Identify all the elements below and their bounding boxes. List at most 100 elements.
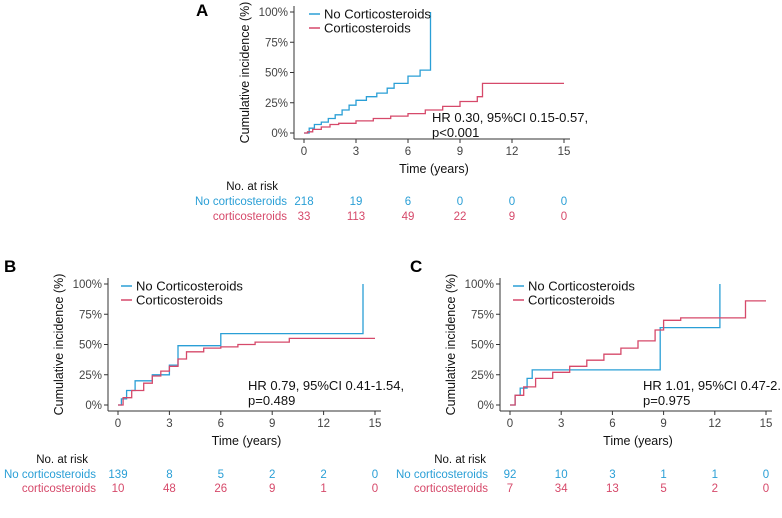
series-line-corticosteroids [510,300,766,406]
y-tick-label: 75% [265,37,288,49]
risk-value: 0 [457,196,463,208]
risk-value: 33 [298,211,311,223]
y-axis-title: Cumulative incidence (%) [238,2,252,144]
y-tick-label: 0% [477,400,494,412]
y-tick-label: 50% [471,340,494,352]
risk-value: 2 [712,483,718,495]
y-tick-label: 100% [73,279,102,291]
y-tick-label: 50% [265,68,288,80]
risk-row-label: No corticosteroids [396,469,488,481]
risk-row-label: No corticosteroids [195,196,287,208]
series-line-corticosteroids [304,82,564,134]
risk-value: 2 [269,469,275,481]
hr-annotation: p=0.489 [248,393,295,408]
hr-annotation: HR 0.30, 95%CI 0.15-0.57, [432,110,588,125]
risk-value: 5 [660,483,666,495]
y-tick-label: 75% [471,309,494,321]
x-tick-label: 0 [115,418,121,430]
legend-label: Corticosteroids [528,293,615,308]
risk-value: 92 [504,469,517,481]
x-tick-label: 12 [708,418,721,430]
legend-label: No Corticosteroids [324,7,431,22]
risk-value: 13 [606,483,619,495]
risk-value: 2 [320,469,326,481]
x-axis-title: Time (years) [399,162,469,176]
risk-value: 0 [763,469,769,481]
risk-value: 19 [350,196,363,208]
risk-value: 0 [509,196,515,208]
x-tick-label: 6 [405,146,411,158]
risk-value: 139 [108,469,127,481]
y-tick-label: 0% [271,128,288,140]
risk-value: 113 [347,211,365,223]
x-tick-label: 3 [558,418,564,430]
risk-value: 0 [372,483,378,495]
risk-value: 6 [405,196,411,208]
risk-value: 1 [320,483,326,495]
x-tick-label: 0 [507,418,513,430]
risk-value: 49 [402,211,415,223]
risk-value: 22 [454,211,467,223]
risk-row-label: corticosteroids [213,211,287,223]
panel-c: C0 3 6 9 12 150%25%50%75%100%Cumulative incid… [396,257,782,495]
hr-annotation: p<0.001 [432,125,479,140]
risk-value: 9 [509,211,515,223]
risk-row-label: corticosteroids [22,483,96,495]
x-tick-label: 9 [660,418,666,430]
risk-value: 3 [609,469,615,481]
panel-a: A 0 3 6 9 12 15 0% 25% 50% 75% 100% Cumulative incid… [195,1,588,223]
x-axis-title: Time (years) [603,434,673,448]
x-tick-label: 15 [760,418,773,430]
x-tick-label: 0 [301,146,307,158]
x-tick-label: 9 [269,418,275,430]
y-axis-title: Cumulative incidence (%) [52,274,66,416]
risk-value: 0 [561,196,567,208]
x-tick-label: 6 [218,418,224,430]
legend-label: Corticosteroids [324,21,411,36]
x-tick-label: 15 [558,146,571,158]
hr-annotation: p=0.975 [643,393,690,408]
y-tick-label: 75% [79,309,102,321]
y-tick-label: 0% [85,400,102,412]
risk-value: 8 [166,469,172,481]
y-tick-label: 25% [265,98,288,110]
y-tick-label: 25% [471,370,494,382]
x-axis-title: Time (years) [212,434,282,448]
y-tick-label: 100% [259,7,288,19]
risk-value: 10 [112,483,125,495]
x-tick-label: 12 [317,418,330,430]
risk-value: 5 [218,469,224,481]
risk-table-header: No. at risk [36,454,88,466]
panel-b: B0 3 6 9 12 150%25%50%75%100%Cumulative incid… [4,257,404,495]
legend-label: Corticosteroids [136,293,223,308]
risk-table-header: No. at risk [226,181,278,193]
risk-value: 9 [269,483,275,495]
x-tick-label: 9 [457,146,463,158]
panel-letter: A [196,1,208,20]
risk-value: 34 [555,483,568,495]
x-tick-label: 12 [506,146,519,158]
risk-value: 1 [660,469,666,481]
y-axis-title: Cumulative incidence (%) [444,274,458,416]
risk-value: 218 [294,196,313,208]
risk-value: 1 [712,469,718,481]
risk-value: 0 [372,469,378,481]
x-tick-label: 3 [353,146,359,158]
risk-value: 10 [555,469,568,481]
hr-annotation: HR 0.79, 95%CI 0.41-1.54, [248,378,404,393]
y-tick-label: 100% [465,279,494,291]
x-tick-label: 15 [369,418,382,430]
series-line-corticosteroids [118,337,375,406]
y-tick-label: 25% [79,370,102,382]
series-line-no-corticosteroids [118,284,364,406]
x-tick-label: 6 [609,418,615,430]
panel-letter: C [410,257,422,276]
legend-label: No Corticosteroids [136,279,243,294]
hr-annotation: HR 1.01, 95%CI 0.47-2.16, [643,378,782,393]
risk-value: 0 [561,211,567,223]
panel-letter: B [4,257,16,276]
risk-row-label: No corticosteroids [4,469,96,481]
legend-label: No Corticosteroids [528,279,635,294]
risk-value: 26 [214,483,227,495]
